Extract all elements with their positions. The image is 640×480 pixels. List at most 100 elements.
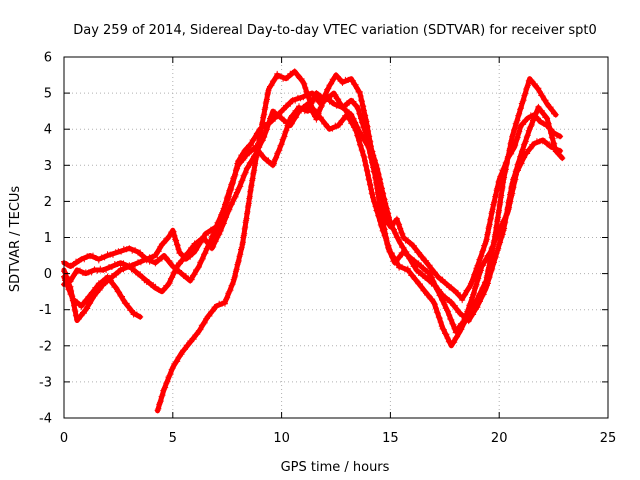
data-point bbox=[131, 311, 136, 316]
data-point bbox=[527, 76, 532, 81]
data-point bbox=[279, 116, 284, 121]
data-point bbox=[427, 271, 432, 276]
data-point bbox=[275, 72, 280, 78]
data-point bbox=[290, 98, 295, 103]
y-tick-label: 6 bbox=[44, 51, 52, 66]
data-point bbox=[166, 282, 171, 287]
data-point bbox=[553, 112, 558, 117]
data-point bbox=[423, 275, 428, 280]
series-plus-markers bbox=[61, 90, 564, 336]
data-point bbox=[159, 242, 165, 247]
data-point bbox=[244, 152, 249, 157]
data-point bbox=[544, 116, 550, 121]
data-point bbox=[414, 267, 419, 273]
data-point bbox=[283, 76, 289, 81]
data-point bbox=[340, 105, 345, 110]
data-point bbox=[327, 83, 332, 89]
data-point bbox=[135, 249, 141, 255]
data-point bbox=[349, 98, 354, 103]
data-point bbox=[159, 289, 165, 294]
data-point bbox=[492, 235, 498, 240]
data-point bbox=[231, 278, 236, 284]
data-point bbox=[301, 80, 306, 85]
data-point bbox=[127, 246, 132, 251]
data-point bbox=[483, 238, 489, 244]
data-point bbox=[196, 329, 202, 334]
data-point bbox=[492, 256, 498, 262]
data-point bbox=[418, 253, 424, 258]
data-point bbox=[531, 141, 537, 146]
data-point bbox=[83, 271, 88, 276]
data-point bbox=[144, 256, 149, 262]
data-point bbox=[322, 94, 328, 99]
x-tick-label: 5 bbox=[169, 431, 177, 446]
x-axis-label: GPS time / hours bbox=[281, 460, 390, 475]
series-plus-markers bbox=[61, 92, 566, 325]
x-tick-label: 10 bbox=[273, 431, 290, 446]
data-point bbox=[368, 145, 374, 150]
data-point bbox=[335, 123, 341, 128]
data-point bbox=[248, 141, 254, 146]
data-point bbox=[327, 127, 332, 132]
data-point bbox=[153, 253, 158, 258]
data-point bbox=[244, 166, 249, 172]
data-point bbox=[449, 300, 454, 305]
data-point bbox=[174, 264, 180, 269]
data-point bbox=[192, 249, 197, 255]
data-point bbox=[74, 318, 80, 323]
grid-layer bbox=[63, 56, 609, 419]
data-point bbox=[127, 264, 132, 269]
data-point bbox=[70, 296, 75, 302]
x-tick-label: 0 bbox=[60, 431, 68, 446]
data-point bbox=[116, 249, 121, 255]
data-point bbox=[457, 311, 463, 316]
data-point bbox=[227, 206, 232, 211]
data-point bbox=[518, 105, 524, 110]
data-point bbox=[431, 300, 437, 305]
data-point bbox=[381, 195, 387, 200]
data-point bbox=[235, 163, 241, 168]
data-point bbox=[501, 177, 506, 182]
data-point bbox=[192, 242, 197, 247]
data-point bbox=[453, 289, 458, 294]
data-point bbox=[209, 246, 215, 251]
data-point bbox=[340, 80, 345, 85]
data-point bbox=[370, 195, 376, 200]
y-tick-label: 4 bbox=[44, 123, 52, 138]
data-point bbox=[137, 314, 143, 320]
data-point bbox=[553, 148, 558, 154]
data-point bbox=[418, 264, 424, 269]
data-point bbox=[209, 235, 215, 240]
data-point bbox=[288, 123, 293, 128]
data-point bbox=[161, 253, 167, 258]
data-point bbox=[270, 163, 276, 168]
data-point bbox=[122, 300, 128, 305]
data-point bbox=[444, 307, 450, 312]
data-point bbox=[331, 90, 337, 96]
data-point bbox=[188, 278, 193, 284]
data-point bbox=[135, 260, 141, 265]
series-track-3 bbox=[61, 92, 566, 325]
y-tick-label: -1 bbox=[39, 303, 52, 318]
data-point bbox=[475, 296, 480, 302]
data-point bbox=[279, 141, 284, 146]
data-point bbox=[388, 220, 393, 226]
data-point bbox=[362, 127, 367, 132]
data-point bbox=[468, 282, 474, 287]
data-point bbox=[497, 177, 502, 182]
data-point bbox=[87, 253, 93, 258]
y-tick-label: 0 bbox=[44, 267, 52, 282]
data-point bbox=[214, 303, 219, 309]
data-point bbox=[153, 285, 158, 291]
data-point bbox=[394, 217, 400, 222]
x-tick-label: 15 bbox=[382, 431, 399, 446]
y-tick-label: 3 bbox=[44, 159, 52, 174]
data-point bbox=[179, 271, 184, 276]
data-point bbox=[444, 282, 450, 287]
series-layer bbox=[61, 68, 566, 414]
data-point bbox=[405, 267, 411, 273]
data-point bbox=[105, 275, 110, 280]
data-point bbox=[362, 155, 367, 161]
data-point bbox=[170, 365, 175, 370]
